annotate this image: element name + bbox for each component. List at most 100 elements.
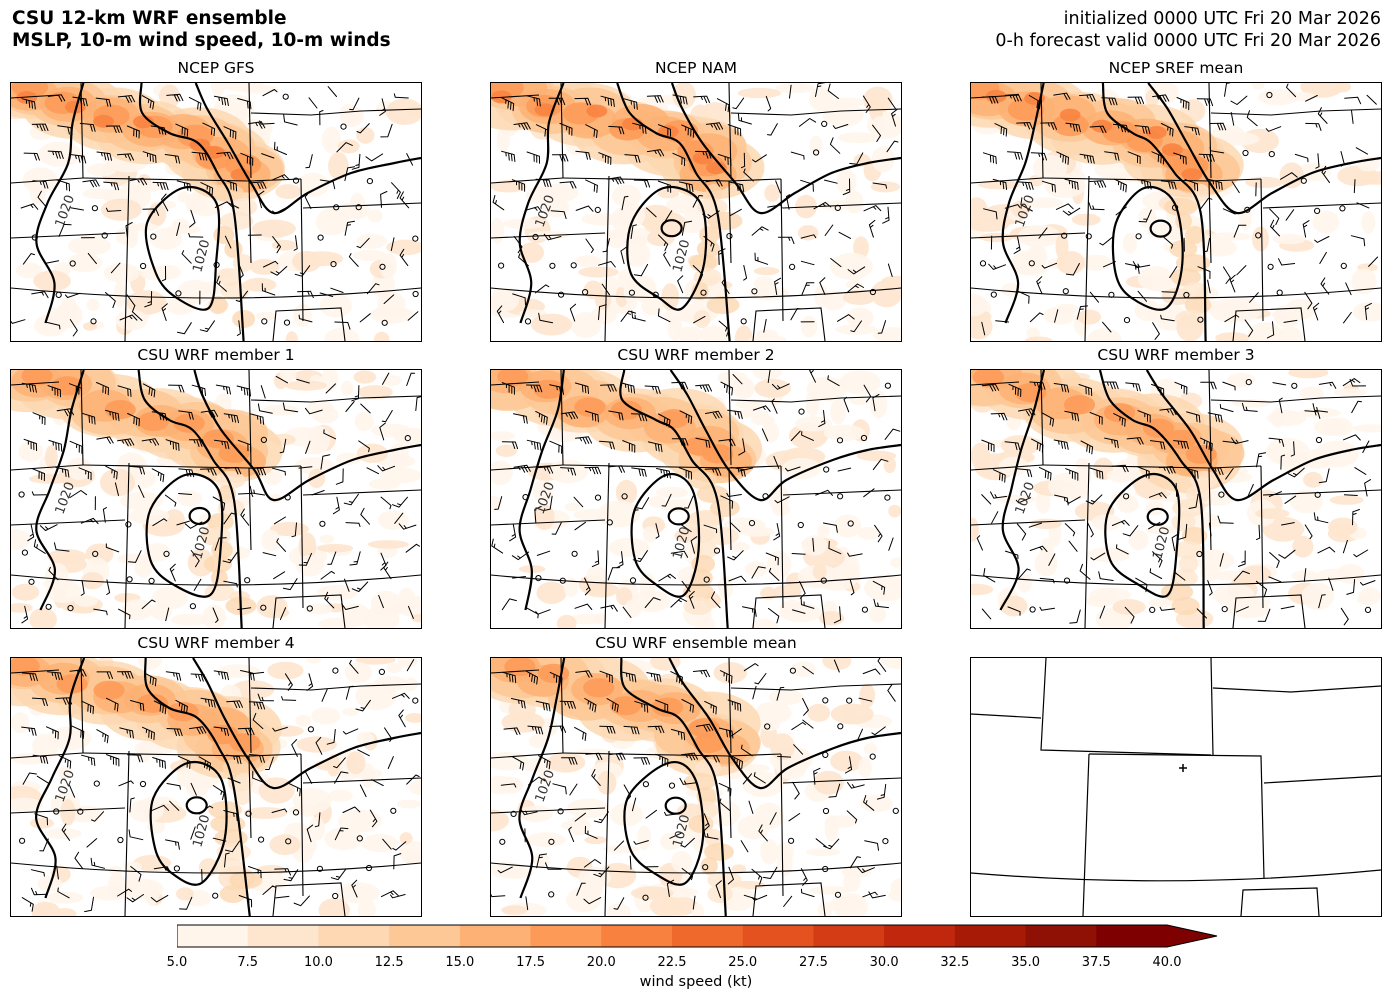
calm-circle [150, 233, 157, 240]
wind-barb [117, 95, 136, 103]
calm-circle [1315, 436, 1323, 444]
wind-barb [1055, 203, 1074, 210]
wind-barb [383, 294, 395, 304]
shade-patch [566, 887, 601, 913]
isobar [1111, 186, 1184, 311]
wind-barb [82, 179, 100, 188]
shade-patch [117, 553, 151, 565]
shade-patch [611, 207, 634, 232]
shade-patch [337, 809, 382, 833]
shade-patch [361, 763, 375, 788]
wind-barb [1174, 381, 1188, 395]
wind-barb [1320, 277, 1330, 295]
wind-barb [237, 98, 252, 110]
wind-barb [169, 563, 176, 582]
calm-circle [244, 577, 251, 584]
wind-barb [535, 700, 551, 712]
shade-core [1142, 418, 1175, 438]
wind-barb [1087, 522, 1094, 538]
wind-barb [11, 319, 26, 324]
wind-barb [240, 152, 254, 166]
wind-barb [1017, 568, 1031, 580]
shade-patch [202, 604, 226, 628]
wind-barb [1056, 151, 1069, 165]
wind-barb [584, 577, 591, 596]
wind-barb [31, 697, 48, 707]
shade-patch [890, 557, 901, 568]
wind-barb [593, 811, 609, 824]
panel-title: NCEP GFS [177, 59, 255, 77]
wind-barbs [491, 658, 899, 911]
wind-barb [105, 543, 120, 553]
wind-barb [283, 114, 298, 126]
wind-barb [224, 235, 232, 249]
calm-circle [594, 494, 602, 501]
shade-patch [1179, 555, 1198, 573]
wind-barb [236, 385, 251, 397]
shade-patch [355, 658, 396, 665]
wind-barb [574, 97, 591, 106]
colorbar-tick-label: 35.0 [1011, 955, 1041, 970]
shade-patch [809, 135, 823, 155]
wind-barb [64, 292, 81, 298]
calm-circle [548, 838, 555, 845]
isobar [144, 658, 251, 916]
shade-core [609, 696, 642, 716]
wind-barb [213, 670, 229, 681]
shade-patch [99, 468, 136, 497]
wind-barb [837, 467, 852, 472]
shade-patch [683, 773, 716, 791]
calm-circle [813, 149, 820, 156]
wind-speed-shading [11, 658, 421, 916]
shade-patch [341, 380, 354, 396]
isobar [630, 473, 701, 598]
state-line [272, 307, 346, 341]
wind-barb [93, 608, 108, 616]
wind-barb [633, 757, 650, 765]
shade-patch [660, 833, 681, 851]
wind-barb [33, 539, 46, 554]
isobar-loop [1146, 507, 1169, 526]
wind-barb [585, 238, 594, 253]
wind-barb [129, 797, 135, 813]
shade-patch [82, 188, 118, 200]
calm-circle [67, 605, 74, 612]
shade-patch [1185, 226, 1205, 244]
wind-barb [1269, 208, 1280, 226]
wind-barb [141, 599, 156, 610]
shade-patch [31, 901, 61, 916]
shade-patch [205, 527, 231, 545]
calm-circle [821, 120, 828, 128]
state-line [11, 381, 60, 386]
wind-barb [872, 580, 886, 595]
wind-barb [80, 517, 99, 525]
wind-barb [415, 396, 421, 411]
calm-circle [260, 604, 267, 611]
state-line [11, 232, 126, 239]
calm-circle [77, 808, 84, 815]
wind-barb [130, 866, 142, 882]
shade-patch [327, 789, 353, 802]
shade-patch [768, 689, 804, 706]
wind-barb [304, 193, 312, 209]
calm-circle [789, 263, 796, 270]
colorbar-tick-label: 15.0 [445, 955, 475, 970]
wind-barb [190, 550, 200, 568]
wind-barb [216, 151, 234, 160]
shade-patch [90, 885, 130, 901]
wind-barb [249, 467, 266, 476]
shade-patch [1336, 563, 1365, 584]
wind-barb [95, 97, 112, 107]
shade-core [56, 674, 88, 694]
shade-patch [822, 102, 864, 127]
calm-circle [702, 864, 709, 871]
shade-patch [304, 442, 328, 455]
wind-barb [838, 231, 852, 239]
wind-barb [727, 124, 742, 137]
wind-barb [1209, 146, 1225, 154]
shade-patch [234, 773, 254, 791]
wind-barb [293, 235, 298, 251]
shade-patch [385, 98, 421, 125]
wind-barb [236, 320, 241, 336]
wind-barb [106, 697, 119, 712]
